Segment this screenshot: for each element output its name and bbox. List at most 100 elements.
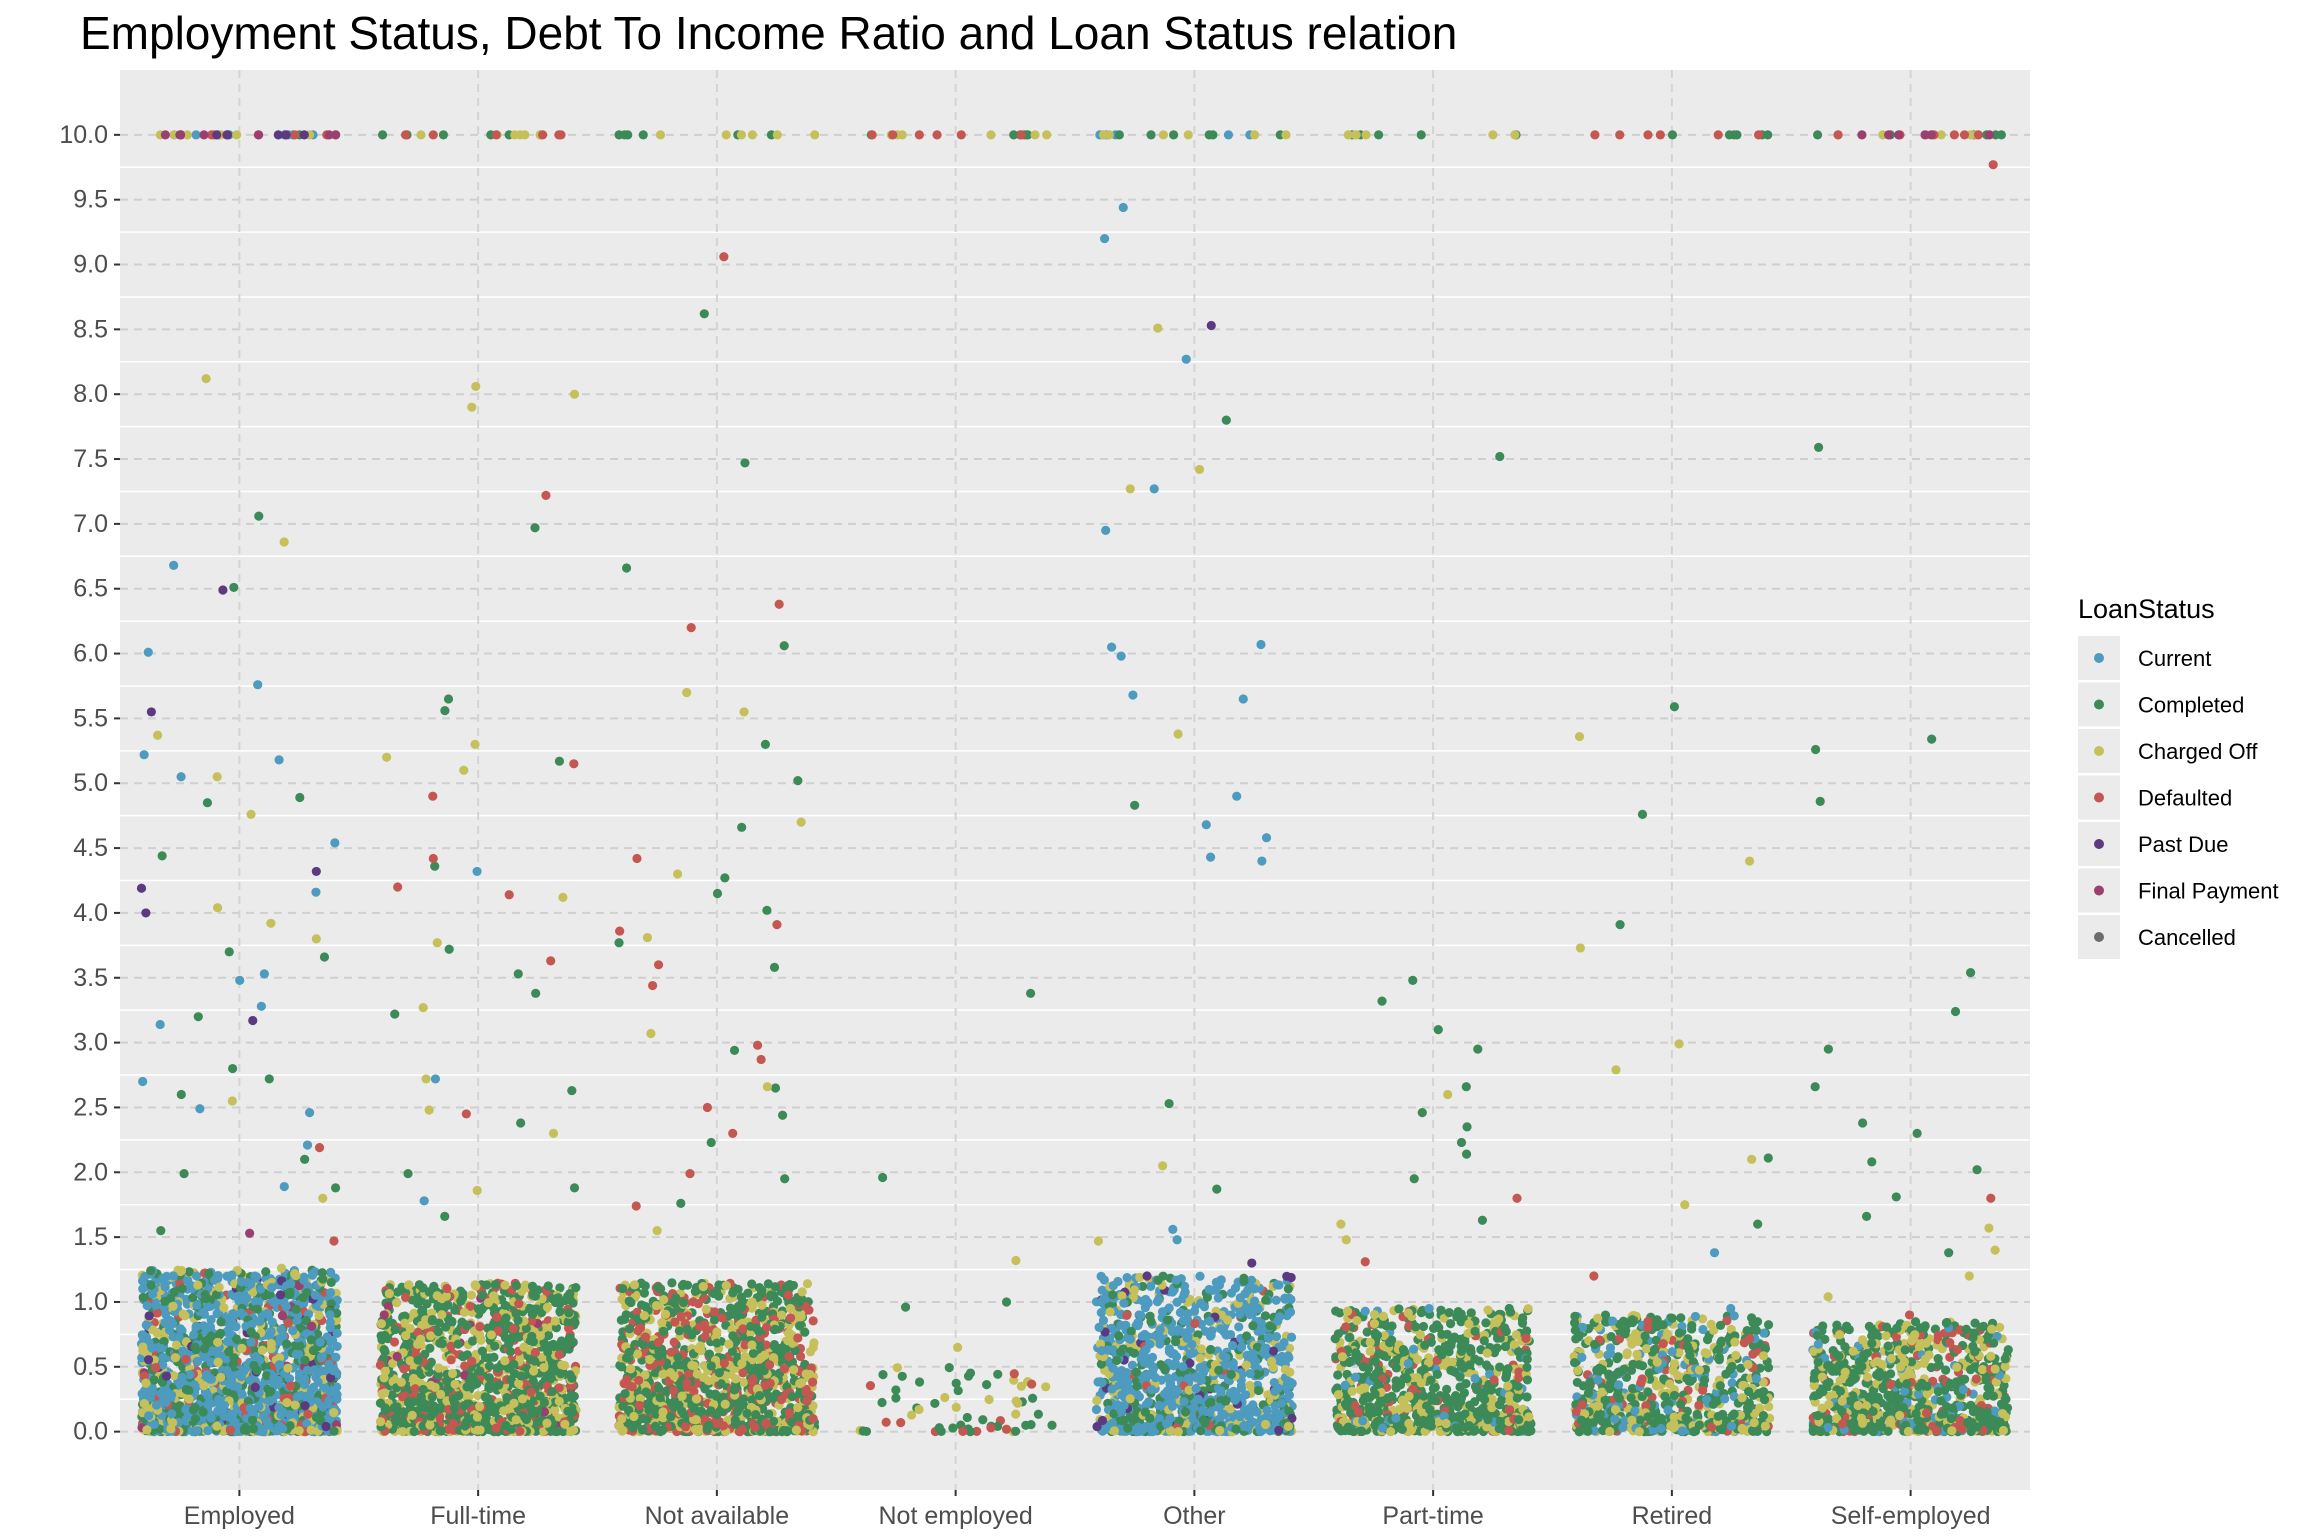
chart-title: Employment Status, Debt To Income Ratio …: [80, 7, 1458, 59]
data-point-current: [316, 1352, 327, 1363]
data-point-charged-off: [291, 1270, 301, 1281]
data-point-completed: [501, 1420, 511, 1431]
data-point-completed: [216, 1317, 226, 1327]
data-point-charged-off: [797, 1287, 807, 1297]
data-point-completed: [392, 1402, 402, 1412]
data-point-current: [281, 1301, 291, 1312]
data-point-completed: [712, 1338, 722, 1348]
y-tick-label: 6.5: [73, 575, 108, 603]
data-point-charged-off: [473, 1390, 483, 1401]
data-point-completed: [547, 1293, 557, 1304]
data-point-charged-off: [737, 1359, 747, 1369]
data-point-current: [325, 1317, 335, 1327]
data-point-defaulted: [634, 1375, 644, 1386]
data-point-completed: [442, 1376, 452, 1386]
data-point-completed: [650, 1421, 661, 1431]
y-tick-label: 5.0: [73, 769, 108, 797]
data-point-current: [222, 1365, 232, 1376]
data-point-defaulted: [801, 1387, 811, 1397]
data-point-current: [151, 1300, 161, 1310]
data-point-charged-off: [805, 1347, 815, 1357]
data-point-current: [254, 1401, 264, 1411]
data-point-completed: [417, 1306, 427, 1316]
data-point-current: [309, 1365, 320, 1375]
data-point-defaulted: [784, 1351, 794, 1362]
data-point-current: [158, 1360, 168, 1370]
data-point-completed: [711, 1391, 722, 1401]
data-point-charged-off: [731, 1374, 741, 1384]
data-point-current: [236, 1308, 246, 1318]
data-point-completed: [555, 1283, 565, 1293]
x-tick-label: Part-time: [1382, 1502, 1483, 1530]
data-point-current: [164, 1325, 175, 1335]
data-point-completed: [1160, 1365, 1170, 1375]
data-point-charged-off: [560, 1419, 570, 1429]
data-point-defaulted: [765, 1360, 775, 1370]
data-point-current: [267, 1283, 277, 1293]
data-point-current: [277, 1423, 288, 1434]
y-tick-label: 4.5: [73, 834, 108, 862]
data-point-completed: [962, 1412, 972, 1423]
data-point-defaulted: [986, 1423, 996, 1433]
x-tick-label: Retired: [1632, 1502, 1713, 1530]
data-point-current: [324, 1396, 334, 1406]
data-point-completed: [930, 1398, 940, 1409]
data-point-completed: [530, 1356, 540, 1366]
data-point-charged-off: [629, 1280, 640, 1290]
data-point-completed: [729, 1308, 739, 1318]
data-point-completed: [379, 1344, 389, 1355]
data-point-completed: [667, 1278, 677, 1288]
data-point-charged-off: [801, 1369, 811, 1379]
data-point-completed: [480, 1415, 490, 1425]
data-point-current: [1195, 1271, 1205, 1281]
data-point-charged-off: [214, 1282, 224, 1292]
data-point-charged-off: [720, 1399, 730, 1409]
data-point-charged-off: [892, 1363, 903, 1373]
data-point-defaulted: [738, 1368, 748, 1378]
data-point-completed: [425, 1343, 435, 1353]
data-point-charged-off: [175, 1266, 186, 1277]
data-point-defaulted: [881, 1417, 891, 1427]
data-point-current: [203, 1426, 213, 1436]
data-point-completed: [770, 1324, 780, 1334]
data-point-charged-off: [712, 1327, 722, 1337]
data-point-defaulted: [717, 1313, 727, 1323]
data-point-completed: [714, 1291, 724, 1301]
data-point-defaulted: [283, 1318, 293, 1328]
data-point-defaulted: [139, 1371, 149, 1381]
data-point-completed: [678, 1408, 689, 1419]
data-point-past-due: [325, 1373, 336, 1383]
y-tick-label: 4.0: [73, 899, 108, 927]
data-point-defaulted: [152, 1308, 162, 1318]
y-tick-label: 6.0: [73, 640, 108, 668]
data-point-charged-off: [793, 1402, 803, 1413]
x-tick-label: Other: [1163, 1502, 1226, 1530]
data-point-completed: [508, 1333, 518, 1343]
data-point-charged-off: [499, 1406, 509, 1416]
data-point-current: [213, 1274, 223, 1284]
data-point-completed: [1027, 1393, 1038, 1403]
data-point-charged-off: [693, 1426, 703, 1436]
data-point-defaulted: [467, 1356, 477, 1366]
data-point-current: [276, 1324, 286, 1335]
y-tick-label: 7.5: [73, 445, 108, 473]
data-point-defaulted: [710, 1307, 720, 1317]
data-point-charged-off: [407, 1410, 417, 1420]
data-point-completed: [528, 1376, 538, 1386]
data-point-current: [313, 1377, 323, 1387]
data-point-defaulted: [670, 1317, 680, 1327]
data-point-completed: [160, 1296, 170, 1306]
data-point-completed: [624, 1324, 635, 1334]
data-point-current: [308, 1269, 318, 1279]
data-point-completed: [433, 1301, 443, 1311]
data-point-completed: [794, 1298, 804, 1308]
data-point-completed: [788, 1280, 799, 1291]
data-point-completed: [467, 1336, 478, 1346]
data-point-charged-off: [659, 1294, 669, 1305]
data-point-defaulted: [680, 1422, 691, 1432]
data-point-defaulted: [808, 1414, 818, 1424]
data-point-completed: [224, 1347, 234, 1357]
data-point-completed: [565, 1288, 575, 1299]
data-point-completed: [1047, 1420, 1057, 1430]
data-point-completed: [618, 1401, 628, 1411]
